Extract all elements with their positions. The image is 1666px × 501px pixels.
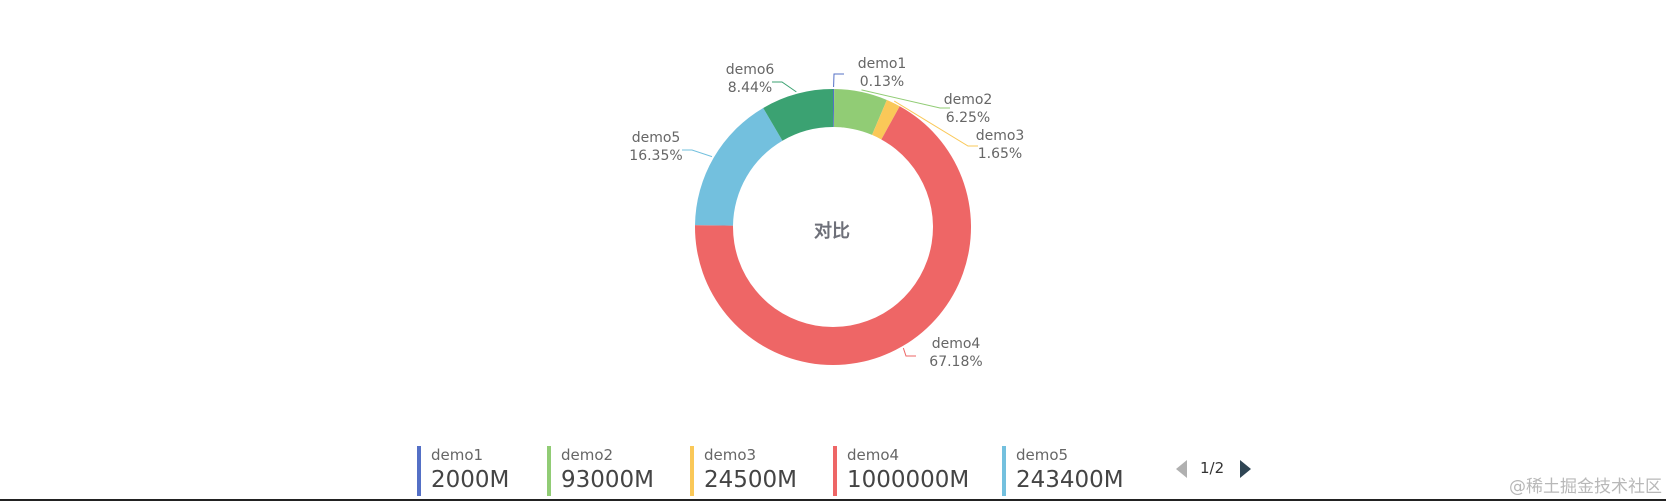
leader-line-demo4	[902, 347, 916, 357]
slice-label-name: demo3	[976, 128, 1025, 144]
bottom-divider	[0, 499, 1666, 501]
legend-next-icon[interactable]	[1240, 460, 1251, 478]
slice-demo1[interactable]	[833, 89, 835, 128]
slice-label-percent: 8.44%	[728, 80, 772, 96]
legend-item-demo1[interactable]: demo1 2000M	[417, 444, 510, 496]
slice-demo4[interactable]	[695, 106, 971, 366]
leader-line-demo3	[893, 100, 978, 147]
slice-demo2[interactable]	[833, 89, 887, 135]
slice-label-percent: 16.35%	[629, 148, 682, 164]
donut-slices	[695, 89, 971, 366]
leader-line-demo1	[833, 73, 844, 88]
leader-line-demo5	[682, 149, 713, 158]
slice-label-percent: 1.65%	[978, 146, 1022, 162]
legend-item-demo5[interactable]: demo5 243400M	[1002, 444, 1124, 496]
legend-name: demo2	[561, 446, 614, 464]
legend-name: demo4	[847, 446, 900, 464]
slice-label-percent: 67.18%	[929, 354, 982, 370]
label-leader-lines	[682, 73, 978, 357]
legend-color-bar	[1002, 446, 1006, 496]
legend-value: 2000M	[431, 467, 510, 493]
slice-demo6[interactable]	[763, 89, 833, 141]
legend-page-indicator: 1/2	[1200, 459, 1225, 477]
legend-color-bar	[417, 446, 421, 496]
legend-value: 243400M	[1016, 467, 1124, 493]
slice-labels: demo1 0.13% demo2 6.25% demo3 1.65% demo4 67.18…	[629, 56, 1024, 370]
chart-center-title: 对比	[814, 220, 850, 242]
watermark: @稀土掘金技术社区	[1509, 477, 1662, 497]
legend-value: 1000000M	[847, 467, 970, 493]
slice-label-name: demo5	[632, 130, 681, 146]
slice-label-name: demo1	[858, 56, 907, 72]
legend-item-demo3[interactable]: demo3 24500M	[690, 444, 798, 496]
leader-line-demo6	[772, 81, 797, 93]
slice-label-percent: 0.13%	[860, 74, 904, 90]
slice-label-name: demo2	[944, 92, 993, 108]
slice-label-percent: 6.25%	[946, 110, 990, 126]
legend-item-demo2[interactable]: demo2 93000M	[547, 444, 655, 496]
legend-color-bar	[833, 446, 837, 496]
legend-color-bar	[690, 446, 694, 496]
leader-line-demo2	[861, 89, 950, 109]
legend-name: demo1	[431, 446, 484, 464]
legend-item-demo4[interactable]: demo4 1000000M	[833, 444, 970, 496]
legend-pager: 1/2	[1176, 458, 1256, 482]
legend-prev-icon[interactable]	[1176, 460, 1187, 478]
slice-label-name: demo4	[932, 336, 981, 352]
legend-name: demo5	[1016, 446, 1069, 464]
slice-demo5[interactable]	[695, 107, 783, 226]
legend-value: 24500M	[704, 467, 798, 493]
slice-label-name: demo6	[726, 62, 775, 78]
legend-value: 93000M	[561, 467, 655, 493]
legend: demo1 2000M demo2 93000M demo3 24500M de…	[0, 442, 1666, 498]
legend-color-bar	[547, 446, 551, 496]
slice-demo3[interactable]	[872, 99, 900, 140]
legend-name: demo3	[704, 446, 757, 464]
